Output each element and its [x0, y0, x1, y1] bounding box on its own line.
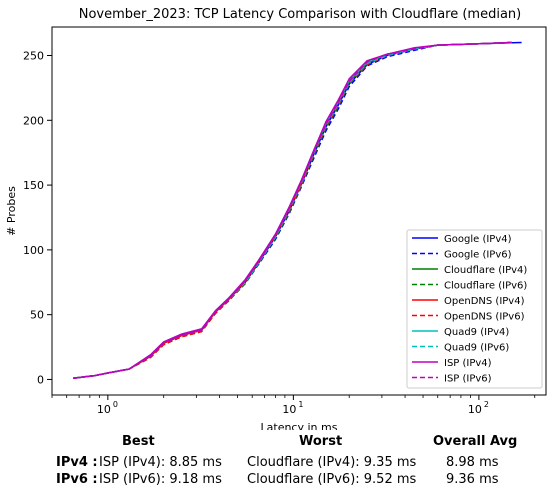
x-tick-exponent: 2 [484, 400, 489, 409]
legend-label-opendns-ipv4: OpenDNS (IPv4) [444, 296, 525, 307]
series-line-isp-ipv6 [73, 41, 512, 379]
series-line-isp-ipv4 [73, 41, 512, 379]
legend-label-isp-ipv6: ISP (IPv6) [444, 374, 492, 385]
x-axis: 10 0 10 1 10 2 [51, 395, 536, 416]
header-worst: Worst [299, 434, 343, 449]
ipv4-worst: Cloudflare (IPv4): 9.35 ms [247, 455, 417, 470]
ipv6-best: ISP (IPv6): 9.18 ms [99, 472, 222, 487]
x-tick-exponent: 0 [113, 400, 118, 409]
legend: Google (IPv4) Google (IPv6) Cloudflare (IP… [406, 229, 543, 389]
legend-label-cloudflare-ipv6: Cloudflare (IPv6) [444, 281, 527, 292]
legend-label-isp-ipv4: ISP (IPv4) [444, 358, 492, 369]
y-tick-label: 50 [30, 309, 44, 322]
y-axis: 0 50 100 150 200 250 [23, 50, 52, 386]
y-tick-label: 100 [23, 244, 44, 257]
legend-label-google-ipv4: Google (IPv4) [444, 234, 512, 245]
header-overall-avg: Overall Avg [433, 434, 518, 449]
y-tick-label: 150 [23, 179, 44, 192]
row-label-ipv4: IPv4 : [56, 455, 98, 470]
y-tick-label: 250 [23, 50, 44, 63]
y-tick-label: 200 [23, 114, 44, 127]
legend-label-quad9-ipv4: Quad9 (IPv4) [444, 327, 509, 338]
plot-lines [73, 41, 522, 379]
y-axis-label: # Probes [5, 186, 18, 236]
x-tick-label: 10 [97, 403, 111, 416]
ipv4-best: ISP (IPv4): 8.85 ms [99, 455, 222, 470]
x-tick-exponent: 1 [298, 400, 303, 409]
latency-cdf-chart: November_2023: TCP Latency Comparison wi… [5, 7, 547, 430]
legend-label-opendns-ipv6: OpenDNS (IPv6) [444, 312, 525, 323]
x-tick-label: 10 [282, 403, 296, 416]
y-tick-label: 0 [37, 373, 44, 386]
ipv4-overall-avg: 8.98 ms [446, 455, 499, 470]
legend-label-google-ipv6: Google (IPv6) [444, 250, 512, 261]
ipv6-overall-avg: 9.36 ms [446, 472, 499, 487]
legend-label-quad9-ipv6: Quad9 (IPv6) [444, 343, 509, 354]
chart-title: November_2023: TCP Latency Comparison wi… [79, 7, 522, 22]
header-best: Best [122, 434, 155, 449]
x-axis-label: Latency in ms [261, 421, 338, 430]
ipv6-worst: Cloudflare (IPv6): 9.52 ms [247, 472, 417, 487]
legend-frame [406, 229, 543, 389]
row-label-ipv6: IPv6 : [56, 472, 98, 487]
x-tick-label: 10 [468, 403, 482, 416]
legend-label-cloudflare-ipv4: Cloudflare (IPv4) [444, 265, 527, 276]
